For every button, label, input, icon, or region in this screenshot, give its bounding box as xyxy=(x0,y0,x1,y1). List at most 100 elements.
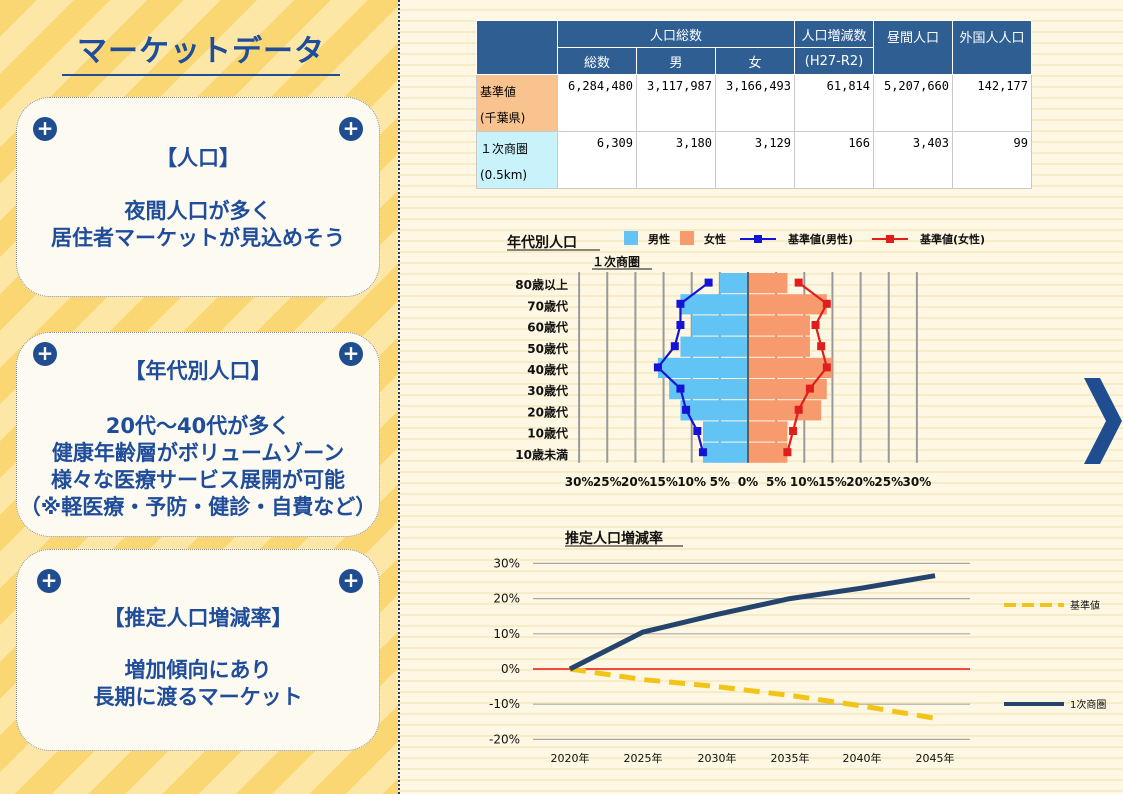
header-change: 人口増減数 xyxy=(794,20,874,48)
cell-foreign: 99 xyxy=(952,131,1032,189)
row-label-main: 基準値 xyxy=(480,85,517,99)
reference-marker xyxy=(698,448,707,457)
category-label: 10歳代 xyxy=(527,426,568,441)
bar-male xyxy=(691,315,748,336)
cell-change: 61,814 xyxy=(794,74,874,132)
card-line: 健康年齢層がボリュームゾーン xyxy=(51,441,345,465)
category-label: 20歳代 xyxy=(527,404,568,419)
category-label: 40歳代 xyxy=(527,362,568,377)
reference-marker xyxy=(822,299,831,308)
bar-female xyxy=(748,315,810,336)
card-body: 夜間人口が多く 居住者マーケットが見込めそう xyxy=(17,198,379,252)
cell-total: 6,309 xyxy=(557,131,637,189)
x-tick-label: 15% xyxy=(818,475,847,489)
x-tick-label: 2025年 xyxy=(624,751,663,765)
reference-marker xyxy=(811,321,820,329)
legend-label: 基準値 xyxy=(1070,599,1100,612)
x-tick-label: 2040年 xyxy=(843,751,882,765)
card-line: 20代～40代が多く xyxy=(105,414,291,438)
reference-marker xyxy=(805,384,814,393)
x-tick-label: 25% xyxy=(874,475,903,489)
table-corner xyxy=(476,20,558,75)
cell-female: 3,166,493 xyxy=(715,74,795,132)
pyramid-subtitle: １次商圏 xyxy=(592,254,640,269)
x-tick-label: 30% xyxy=(903,475,932,489)
header-daytime: 昼間人口 xyxy=(873,20,953,75)
header-foreign: 外国人人口 xyxy=(952,20,1032,75)
plus-circle-icon[interactable]: + xyxy=(339,569,363,593)
bar-female xyxy=(748,421,788,442)
header-change-period: (H27-R2) xyxy=(794,47,874,75)
table-row: 基準値 (千葉県) 6,284,480 3,117,987 3,166,493 6… xyxy=(476,74,1032,132)
x-tick-label: 2035年 xyxy=(771,751,810,765)
card-heading: 【人口】 xyxy=(156,146,240,170)
y-tick-label: 0% xyxy=(501,662,520,676)
header-total: 総数 xyxy=(557,47,637,75)
reference-marker xyxy=(670,342,679,351)
y-tick-label: 10% xyxy=(493,627,520,641)
legend-label: 女性 xyxy=(704,232,726,246)
bar-female xyxy=(748,336,810,357)
legend-marker xyxy=(754,235,762,243)
card-line: 夜間人口が多く xyxy=(124,199,272,223)
x-tick-label: 10% xyxy=(677,475,706,489)
card-heading: 【年代別人口】 xyxy=(124,359,272,383)
x-tick-label: 2020年 xyxy=(551,751,590,765)
plus-circle-icon[interactable]: + xyxy=(37,569,61,593)
x-tick-label: 0% xyxy=(738,475,758,489)
reference-marker xyxy=(693,427,702,435)
legend-swatch xyxy=(680,231,694,245)
left-panel: マーケットデータ + + 【人口】 夜間人口が多く 居住者マーケットが見込めそう… xyxy=(0,0,398,794)
plus-circle-icon[interactable]: + xyxy=(33,117,57,141)
y-tick-label: -10% xyxy=(489,697,520,711)
cell-male: 3,117,987 xyxy=(636,74,716,132)
card-heading: 【推定人口増減率】 xyxy=(103,606,293,630)
bar-female xyxy=(748,400,822,421)
plus-circle-icon[interactable]: + xyxy=(33,342,57,366)
reference-marker xyxy=(676,299,685,308)
population-table: 人口総数 人口増減数 昼間人口 外国人人口 総数 男 女 (H27-R2) 基準… xyxy=(476,20,1032,189)
row-label-main: １次商圏 xyxy=(480,142,529,156)
x-tick-label: 2030年 xyxy=(698,751,737,765)
card-body: 増加傾向にあり 長期に渡るマーケット xyxy=(17,657,379,711)
reference-marker xyxy=(783,448,792,457)
bar-female xyxy=(748,357,833,378)
cell-total: 6,284,480 xyxy=(557,74,637,132)
category-label: 70歳代 xyxy=(527,298,568,313)
x-tick-label: 20% xyxy=(846,475,875,489)
plus-circle-icon[interactable]: + xyxy=(339,117,363,141)
card-population: + + 【人口】 夜間人口が多く 居住者マーケットが見込めそう xyxy=(16,97,380,297)
bar-male xyxy=(702,421,748,442)
reference-marker xyxy=(822,363,831,372)
reference-marker xyxy=(682,405,691,414)
chevron-right-icon[interactable] xyxy=(1080,378,1123,464)
category-label: 80歳以上 xyxy=(515,277,568,292)
row-label-sub: (0.5km) xyxy=(480,168,528,182)
category-label: 50歳代 xyxy=(527,341,568,356)
y-tick-label: 30% xyxy=(493,556,520,570)
bar-female xyxy=(748,294,827,315)
card-population-growth: + + 【推定人口増減率】 増加傾向にあり 長期に渡るマーケット xyxy=(16,549,380,751)
plus-circle-icon[interactable]: + xyxy=(339,342,363,366)
legend-label: 男性 xyxy=(648,232,670,246)
table-row: １次商圏 (0.5km) 6,309 3,180 3,129 166 3,403 … xyxy=(476,131,1032,189)
bar-male xyxy=(680,294,748,315)
x-tick-label: 20% xyxy=(621,475,650,489)
card-line: （※軽医療・予防・健診・自費など） xyxy=(19,495,377,519)
cell-daytime: 5,207,660 xyxy=(873,74,953,132)
row-label-sub: (千葉県) xyxy=(480,111,526,125)
panel-divider xyxy=(398,0,400,794)
bar-male xyxy=(680,400,748,421)
category-label: 60歳代 xyxy=(527,320,568,335)
row-label: 基準値 (千葉県) xyxy=(476,74,558,132)
category-label: 30歳代 xyxy=(527,383,568,398)
legend-label: 基準値(男性) xyxy=(787,232,853,246)
growth-title: 推定人口増減率 xyxy=(565,530,663,547)
reference-marker xyxy=(794,405,803,414)
legend-marker xyxy=(886,235,894,243)
bar-male xyxy=(669,379,748,400)
series-line-base xyxy=(569,666,936,721)
card-line: 様々な医療サービス展開が可能 xyxy=(51,468,345,492)
reference-marker xyxy=(676,384,685,393)
